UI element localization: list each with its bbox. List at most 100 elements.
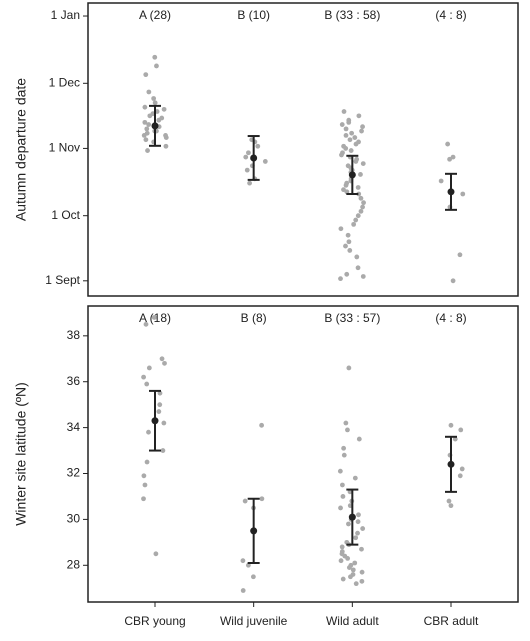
data-point <box>351 221 357 227</box>
data-point <box>353 581 359 587</box>
group-annotation: B (8) <box>241 311 267 325</box>
data-point <box>343 126 349 132</box>
data-point <box>338 276 343 282</box>
data-point <box>160 448 166 453</box>
data-point <box>240 588 246 593</box>
data-point <box>358 172 363 177</box>
data-point <box>143 137 149 143</box>
data-point <box>459 466 465 472</box>
data-point <box>240 558 246 564</box>
data-point <box>259 496 265 502</box>
mean-point <box>250 527 258 535</box>
x-tick-label: Wild adult <box>326 614 379 628</box>
data-point <box>156 117 162 123</box>
data-point <box>346 239 352 245</box>
data-point <box>341 452 347 458</box>
data-point <box>338 558 344 564</box>
data-point <box>340 482 345 488</box>
data-point <box>244 167 250 173</box>
data-point <box>359 578 365 584</box>
y-tick-label: 28 <box>67 557 81 571</box>
data-point <box>358 195 364 201</box>
data-point <box>157 390 163 396</box>
data-point <box>457 473 463 479</box>
data-point <box>246 150 251 156</box>
data-point <box>356 512 361 518</box>
data-point <box>243 154 249 160</box>
y-tick-label: 1 Oct <box>51 208 80 222</box>
data-point <box>349 130 355 136</box>
data-point <box>348 148 354 153</box>
data-point <box>141 496 146 502</box>
data-point <box>341 445 347 451</box>
y-tick-label: 36 <box>67 374 81 388</box>
data-point <box>460 191 466 197</box>
data-point <box>353 159 359 164</box>
group-annotation: (4 : 8) <box>435 8 466 22</box>
data-point <box>353 217 359 223</box>
data-point <box>350 567 356 573</box>
data-point <box>360 526 366 531</box>
mean-point <box>151 417 159 425</box>
data-point <box>143 321 149 327</box>
data-point <box>161 420 167 426</box>
y-tick-label: 32 <box>67 466 81 480</box>
data-point <box>142 104 148 110</box>
group-annotation: B (33 : 58) <box>324 8 380 22</box>
plot-frame <box>87 2 519 297</box>
data-point <box>360 274 366 279</box>
data-point <box>356 113 362 119</box>
data-point <box>159 356 165 362</box>
data-point <box>142 119 148 125</box>
data-point <box>360 124 365 130</box>
data-point <box>360 161 366 167</box>
data-point <box>146 429 151 435</box>
data-point <box>339 544 345 550</box>
group-annotation: B (10) <box>237 8 270 22</box>
data-point <box>345 232 351 238</box>
data-point <box>152 54 158 60</box>
data-point <box>458 427 464 433</box>
data-point <box>354 254 360 260</box>
data-point <box>144 459 150 465</box>
plot-frame <box>87 305 519 603</box>
data-point <box>143 72 149 78</box>
data-point <box>457 252 463 258</box>
data-point <box>157 402 163 408</box>
y-axis-label: Autumn departure date <box>13 78 29 221</box>
data-point <box>141 374 146 380</box>
data-point <box>152 100 158 106</box>
y-tick-label: 1 Nov <box>49 141 80 155</box>
data-point <box>346 119 352 125</box>
data-point <box>448 422 454 428</box>
mean-point <box>348 171 356 179</box>
group-annotation: (4 : 8) <box>435 311 466 325</box>
data-point <box>448 503 454 509</box>
data-point <box>359 128 364 134</box>
data-point <box>147 113 153 119</box>
data-point <box>340 494 346 499</box>
data-point <box>146 89 152 95</box>
data-point <box>339 152 344 158</box>
y-tick-label: 38 <box>67 328 81 342</box>
data-point <box>356 436 362 442</box>
data-point <box>347 248 353 253</box>
data-point <box>356 191 362 197</box>
data-point <box>346 365 352 371</box>
data-point <box>338 505 343 511</box>
data-point <box>161 106 167 112</box>
data-point <box>262 159 268 164</box>
data-point <box>346 565 352 570</box>
x-tick-label: Wild juvenile <box>220 614 288 628</box>
data-point <box>450 278 456 284</box>
data-point <box>144 381 150 387</box>
y-tick-label: 1 Sept <box>45 273 80 287</box>
data-point <box>347 137 353 143</box>
data-point <box>447 156 452 162</box>
y-tick-label: 1 Jan <box>51 8 80 22</box>
data-point <box>259 422 265 428</box>
data-point <box>344 271 350 277</box>
data-point <box>343 146 349 151</box>
data-point <box>247 180 252 186</box>
